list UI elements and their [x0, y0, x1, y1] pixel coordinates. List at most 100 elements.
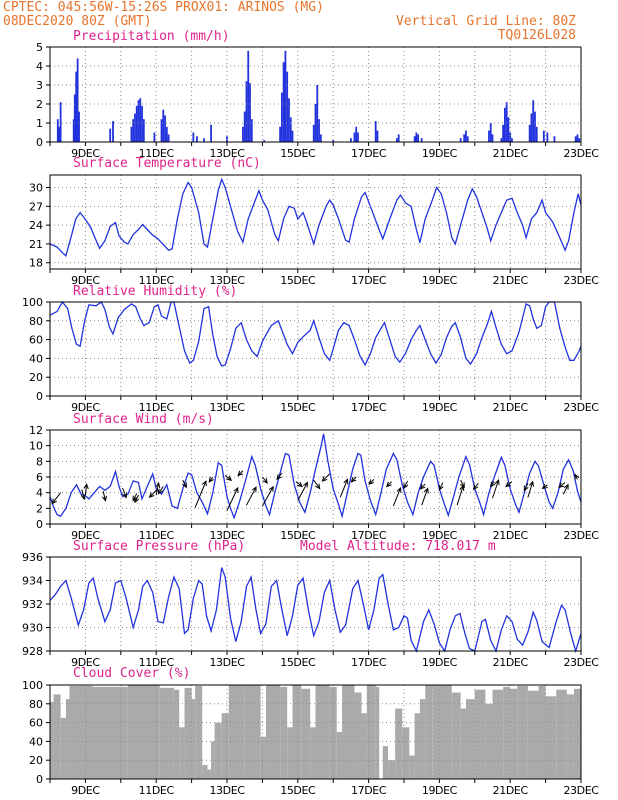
precip-panel: 0 1 2 3 4 5 9DEC 11DEC 13DEC 15DEC 17DEC 19DEC 21DEC… — [36, 41, 600, 160]
precip-bar — [396, 138, 398, 142]
wind-vector-long-head — [528, 480, 534, 487]
wind-vector-long-head — [155, 481, 161, 488]
rh-ytick-label: 60 — [29, 334, 43, 347]
cloud-bar — [425, 685, 433, 779]
precip-xtick-label: 19DEC — [422, 147, 458, 160]
pres-title: Surface Pressure (hPa) — [73, 539, 245, 554]
precip-bar — [134, 113, 136, 142]
wind-vector-long — [456, 485, 464, 506]
pres-xtick-label: 17DEC — [351, 656, 387, 669]
pres-xtick-label: 19DEC — [422, 656, 458, 669]
temp-xtick-label: 11DEC — [139, 274, 175, 287]
wind-vector-head — [489, 481, 496, 488]
precip-bar — [58, 126, 61, 142]
cloud-bar — [221, 713, 229, 779]
cloud-bar — [179, 727, 185, 779]
cloud-bar — [315, 685, 330, 779]
precip-bar — [353, 132, 356, 142]
wind-vector-head — [148, 492, 155, 498]
cloud-bar — [361, 713, 367, 779]
precip-xtick-label: 11DEC — [139, 147, 175, 160]
rh-panel: 0 20 40 60 80 100 9DEC 11DEC 13DEC 15DEC 17DEC 19DE… — [22, 296, 600, 414]
precip-bar — [192, 132, 195, 142]
precip-bar — [243, 111, 246, 142]
wind-xtick-label: 13DEC — [209, 529, 245, 542]
wind-vector-long-head — [83, 483, 89, 490]
wind-vector-long-head — [233, 486, 239, 493]
wind-vector-head — [157, 488, 164, 495]
precip-bar — [332, 140, 335, 142]
cloud-bar — [556, 689, 567, 779]
precip-bar — [59, 102, 62, 142]
cloud-bar — [402, 727, 410, 779]
cloud-bar — [474, 689, 486, 779]
cloud-xtick-label: 15DEC — [280, 784, 316, 797]
precip-bar — [463, 134, 466, 142]
precip-bar — [459, 138, 462, 142]
cloud-bar — [202, 764, 208, 779]
wind-vector-long-head — [459, 484, 465, 492]
pres-series-line — [49, 567, 582, 654]
wind-vector-long — [339, 479, 348, 498]
precip-bar — [417, 134, 420, 142]
temp-xtick-label: 17DEC — [351, 274, 387, 287]
wind-vector-head — [505, 481, 511, 488]
cloud-bar — [451, 692, 461, 779]
precip-bar — [73, 94, 76, 142]
pres-altitude: Model Altitude: 718.017 m — [300, 539, 496, 554]
wind-vector-head — [182, 482, 187, 489]
cloud-bar — [492, 689, 504, 779]
precip-bar — [546, 132, 549, 142]
wind-vector — [134, 494, 139, 503]
precip-ytick-label: 0 — [36, 136, 43, 149]
wind-vector-long — [297, 482, 308, 501]
precip-bar — [286, 71, 289, 142]
cloud-bar — [395, 708, 403, 779]
wind-vector-head — [459, 482, 465, 489]
wind-vector — [122, 487, 127, 498]
wind-xtick-label: 15DEC — [280, 529, 316, 542]
temp-series-line — [49, 177, 582, 257]
wind-vector-long — [246, 486, 257, 506]
precip-bar — [112, 121, 114, 142]
header-location: CPTEC: 045:56W-15:26S PROX01: ARINOS (MG… — [3, 0, 324, 15]
precip-bar — [355, 126, 358, 142]
rh-xtick-label: 11DEC — [139, 401, 175, 414]
precip-bar — [553, 136, 556, 142]
wind-vector-head — [350, 476, 357, 483]
precip-bar — [203, 138, 205, 142]
cloud-xtick-label: 21DEC — [493, 784, 529, 797]
wind-vector-long — [261, 486, 274, 507]
precip-bar — [282, 62, 285, 143]
rh-xtick-label: 17DEC — [351, 401, 387, 414]
precip-bar — [511, 138, 513, 142]
cloud-xtick-label: 17DEC — [351, 784, 387, 797]
precip-bar — [509, 132, 512, 142]
temp-xtick-label: 19DEC — [422, 274, 458, 287]
precip-bar — [109, 128, 112, 142]
wind-plot-area — [50, 430, 581, 524]
pres-xtick-label: 21DEC — [493, 656, 529, 669]
cloud-bar — [184, 687, 192, 779]
precip-bar — [210, 124, 212, 142]
rh-title: Relative Humidity (%) — [73, 284, 237, 299]
temp-xtick-label: 21DEC — [493, 274, 529, 287]
cloud-bar — [173, 689, 180, 779]
cloud-bar — [510, 688, 518, 779]
precip-bar — [318, 119, 320, 142]
precip-bar — [312, 124, 315, 142]
wind-vector-long — [194, 480, 207, 508]
pres-xtick-label: 15DEC — [280, 656, 316, 669]
wind-vector-head — [403, 483, 409, 490]
precip-bar — [542, 130, 545, 142]
wind-vector-long — [562, 484, 569, 495]
precip-bar — [137, 100, 140, 142]
cloud-bar — [92, 686, 128, 779]
precip-title: Precipitation (mm/h) — [73, 29, 230, 44]
cloud-bar — [409, 755, 415, 779]
rh-ytick-label: 100 — [22, 296, 43, 309]
wind-vector-long — [527, 481, 534, 498]
wind-title: Surface Wind (m/s) — [73, 412, 214, 427]
rh-ytick-label: 40 — [29, 352, 43, 365]
